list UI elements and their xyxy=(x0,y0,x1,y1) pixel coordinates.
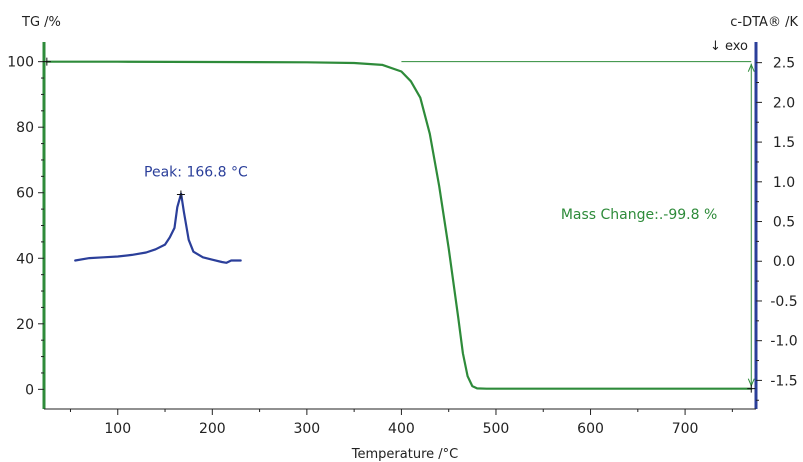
y-right-tick-label: 2.0 xyxy=(773,95,795,111)
peak-marker xyxy=(176,190,185,199)
x-tick-label: 500 xyxy=(483,421,510,437)
y-right-tick-label: 0.5 xyxy=(773,215,795,231)
y-right-tick-label: -1.0 xyxy=(770,334,797,350)
y-right-tick-label: -0.5 xyxy=(770,294,797,310)
dta-curve xyxy=(74,192,242,264)
y-right-tick-label: 0.0 xyxy=(773,254,795,270)
bottom-axis-group: 100 200 300 400 500 600 700 xyxy=(44,408,756,437)
y-left-axis-title: TG /% xyxy=(21,15,61,30)
mass-change-arrowhead-top xyxy=(747,63,755,72)
y-left-tick-label: 40 xyxy=(16,251,34,267)
y-left-tick-label: 0 xyxy=(25,382,34,398)
y-left-tick-label: 80 xyxy=(16,120,34,136)
tg-curve xyxy=(45,60,753,390)
y-left-tick-label: 20 xyxy=(16,317,34,333)
x-tick-label: 700 xyxy=(672,421,699,437)
exo-indicator: ↓ exo xyxy=(710,39,748,54)
mass-change-end-marker xyxy=(747,384,756,393)
left-axis-group: 0 20 40 60 80 100 xyxy=(7,42,46,409)
peak-label: Peak: 166.8 °C xyxy=(144,165,248,181)
annotation-group: Mass Change:.-99.8 % Peak: 166.8 °C xyxy=(42,57,756,393)
tg-start-marker xyxy=(42,57,51,66)
y-right-tick-label: -1.5 xyxy=(770,373,797,389)
mass-change-label: Mass Change:.-99.8 % xyxy=(561,207,717,223)
y-left-tick-label: 60 xyxy=(16,186,34,202)
x-tick-label: 600 xyxy=(577,421,604,437)
x-tick-label: 400 xyxy=(388,421,415,437)
series-group xyxy=(45,60,753,390)
y-right-axis-title: c-DTA® /K xyxy=(730,15,798,30)
y-right-tick-label: 2.5 xyxy=(773,56,795,72)
x-axis-title: Temperature /°C xyxy=(351,447,458,462)
y-left-tick-label: 100 xyxy=(7,55,34,71)
x-tick-label: 300 xyxy=(293,421,320,437)
x-tick-label: 100 xyxy=(104,421,131,437)
y-right-tick-label: 1.5 xyxy=(773,135,795,151)
y-right-tick-label: 1.0 xyxy=(773,175,795,191)
right-axis-group: 2.5 2.0 1.5 1.0 0.5 0.0 -0.5 -1.0 -1.5 xyxy=(754,42,798,409)
x-tick-label: 200 xyxy=(199,421,226,437)
